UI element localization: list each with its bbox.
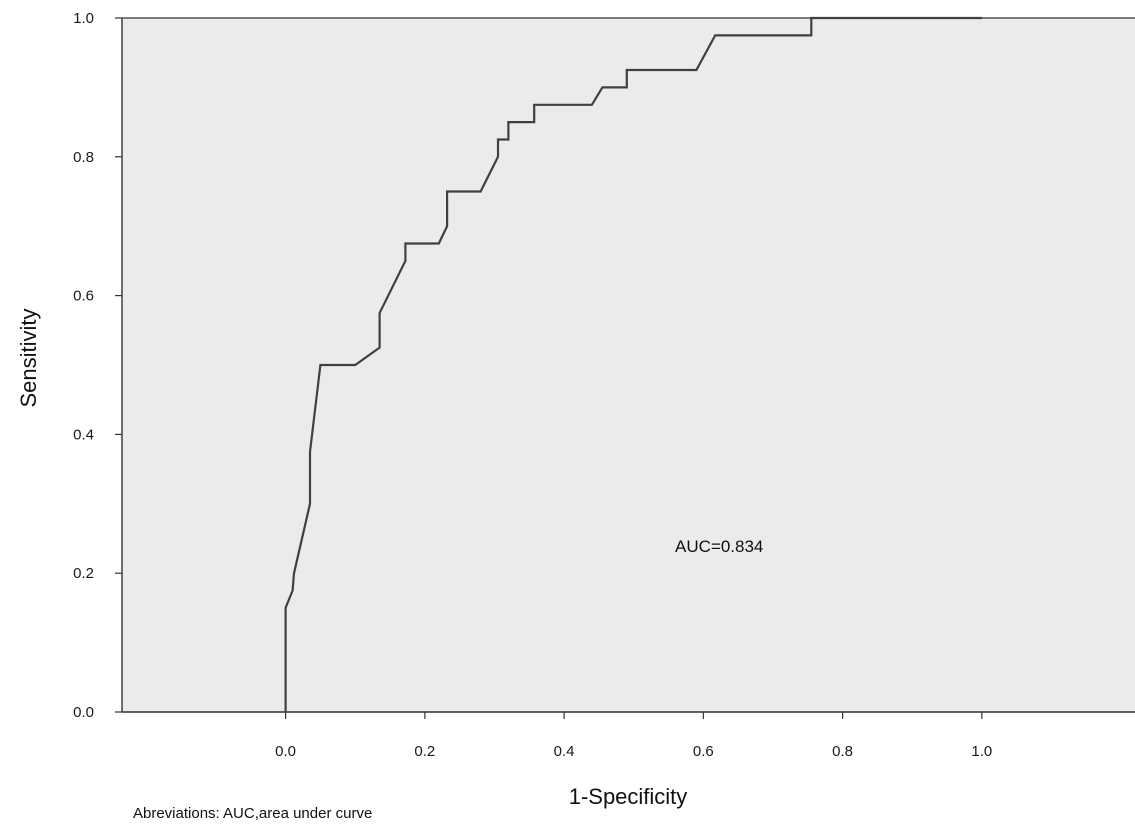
y-tick-label: 0.8 [73, 149, 94, 166]
x-axis-ticks: 0.0 0.2 0.4 0.6 0.8 1.0 [275, 712, 992, 760]
y-tick-label: 0.2 [73, 565, 94, 582]
y-axis-ticks: 0.0 0.2 0.4 0.6 0.8 1.0 [73, 10, 122, 721]
y-axis-title: Sensitivity [16, 308, 41, 407]
y-tick-label: 0.4 [73, 426, 94, 443]
x-tick-label: 0.2 [414, 743, 435, 760]
x-tick-label: 0.4 [554, 743, 575, 760]
x-tick-label: 0.0 [275, 743, 296, 760]
x-tick-label: 0.6 [693, 743, 714, 760]
y-tick-label: 0.6 [73, 288, 94, 305]
roc-curve-line [284, 16, 982, 712]
x-tick-label: 0.8 [832, 743, 853, 760]
x-tick-label: 1.0 [971, 743, 992, 760]
auc-annotation: AUC=0.834 [675, 537, 763, 556]
x-axis-title: 1-Specificity [569, 784, 688, 809]
abbreviations-footnote: Abreviations: AUC,area under curve [133, 805, 373, 822]
plot-area [122, 18, 1135, 712]
y-tick-label: 1.0 [73, 10, 94, 27]
y-tick-label: 0.0 [73, 704, 94, 721]
